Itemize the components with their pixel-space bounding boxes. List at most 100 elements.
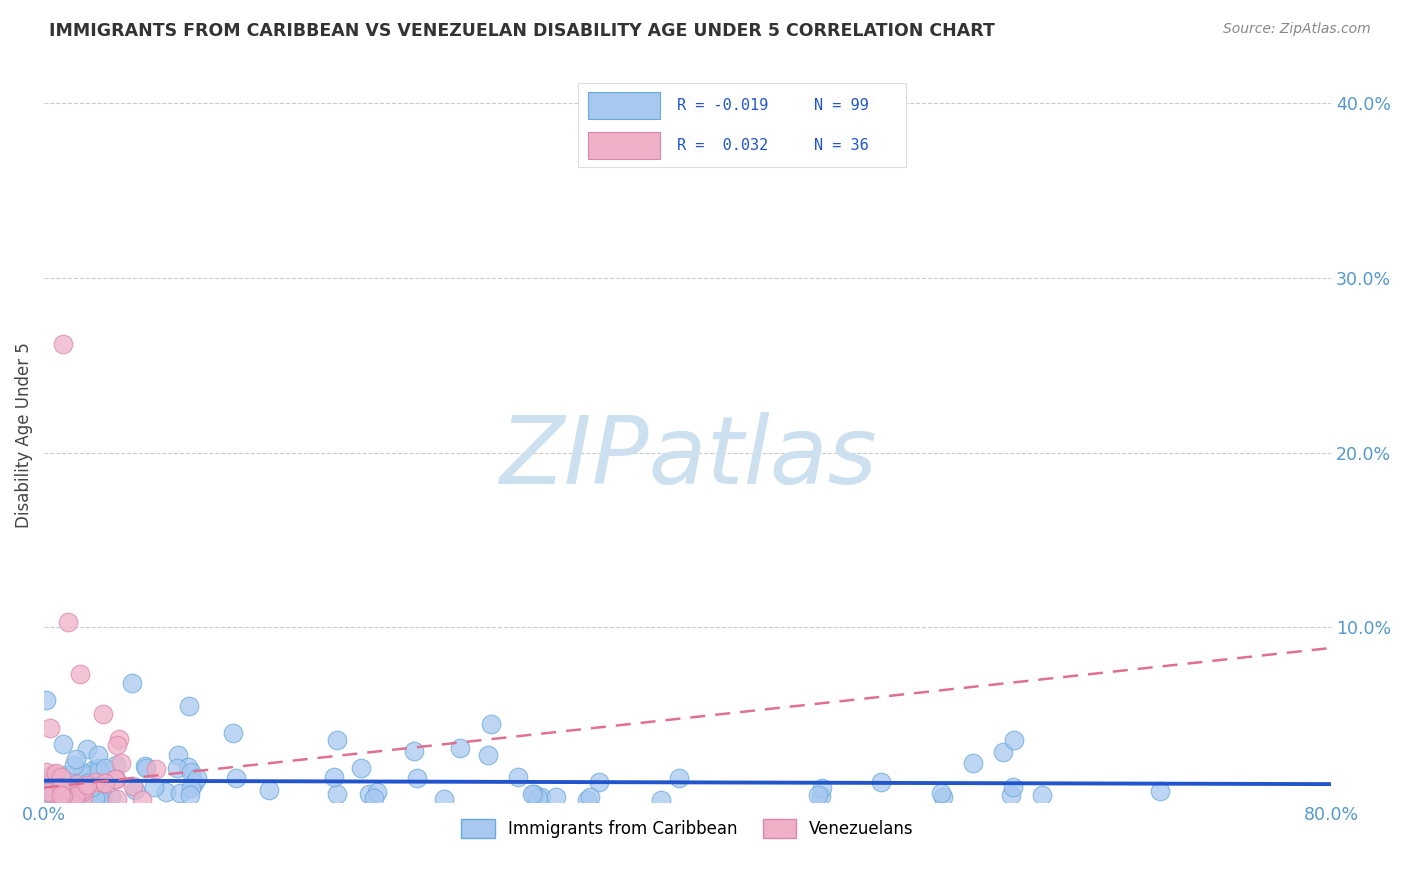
Point [180, 780, 202, 795]
Point [49, 781, 72, 796]
Point [35, 786, 58, 800]
Point [38, 789, 60, 803]
Point [52, 737, 75, 751]
Point [134, 759, 156, 773]
Y-axis label: Disability Age Under 5: Disability Age Under 5 [15, 343, 32, 528]
Point [811, 780, 834, 795]
Point [124, 783, 146, 797]
Point [121, 676, 143, 690]
Point [110, 756, 132, 771]
Text: ZIPatlas: ZIPatlas [499, 411, 876, 502]
Point [65, 790, 87, 805]
Point [183, 775, 205, 789]
Point [349, 761, 371, 775]
Point [225, 771, 247, 785]
Point [105, 758, 128, 772]
Point [366, 785, 388, 799]
Point [93, 776, 115, 790]
Point [122, 780, 145, 794]
Point [72, 765, 94, 780]
Point [169, 786, 191, 800]
Point [42, 767, 65, 781]
Point [179, 698, 201, 713]
Point [51, 789, 73, 803]
Point [80, 781, 103, 796]
Point [579, 789, 602, 804]
Point [108, 732, 131, 747]
Point [37, 791, 59, 805]
Point [45, 766, 67, 780]
Point [105, 792, 128, 806]
Point [520, 787, 543, 801]
Point [76, 778, 98, 792]
Point [56, 783, 79, 797]
Point [37, 790, 59, 805]
Point [39, 721, 62, 735]
Point [93, 707, 115, 722]
Point [49, 789, 72, 803]
Point [93, 761, 115, 775]
Point [326, 733, 349, 747]
Point [83, 791, 105, 805]
Point [433, 792, 456, 806]
Point [104, 772, 127, 786]
Point [131, 793, 153, 807]
Point [72, 782, 94, 797]
Point [89, 784, 111, 798]
Point [90, 793, 112, 807]
Point [35, 775, 58, 789]
Point [506, 770, 529, 784]
Point [72, 790, 94, 805]
Point [46, 792, 69, 806]
Point [83, 774, 105, 789]
Point [35, 782, 58, 797]
Point [477, 748, 499, 763]
Point [42, 786, 65, 800]
Point [363, 791, 385, 805]
Point [104, 772, 127, 786]
Point [55, 768, 77, 782]
Point [37, 785, 59, 799]
Point [323, 770, 346, 784]
Point [869, 775, 891, 789]
Point [82, 763, 104, 777]
Point [38, 769, 60, 783]
Point [167, 747, 190, 762]
Point [66, 786, 89, 800]
Point [650, 793, 672, 807]
Point [145, 763, 167, 777]
Point [993, 745, 1015, 759]
Point [1031, 788, 1053, 802]
Point [186, 771, 208, 785]
Point [52, 790, 75, 805]
Point [931, 789, 953, 804]
Point [1149, 783, 1171, 797]
Point [544, 790, 567, 805]
Point [588, 775, 610, 789]
Point [70, 786, 93, 800]
Point [179, 788, 201, 802]
Point [62, 779, 84, 793]
Point [58, 791, 80, 805]
Point [65, 752, 87, 766]
Point [65, 789, 87, 803]
Point [63, 758, 86, 772]
Point [807, 789, 830, 803]
Text: IMMIGRANTS FROM CARIBBEAN VS VENEZUELAN DISABILITY AGE UNDER 5 CORRELATION CHART: IMMIGRANTS FROM CARIBBEAN VS VENEZUELAN … [49, 22, 995, 40]
Point [1002, 780, 1025, 794]
Point [38, 784, 60, 798]
Point [73, 784, 96, 798]
Point [52, 337, 75, 351]
Point [87, 793, 110, 807]
Point [105, 738, 128, 752]
Point [72, 768, 94, 782]
Point [87, 761, 110, 775]
Point [69, 667, 91, 681]
Point [1000, 788, 1022, 802]
Point [142, 780, 165, 795]
Point [810, 789, 832, 803]
Point [257, 783, 280, 797]
Point [62, 783, 84, 797]
Point [76, 742, 98, 756]
Point [575, 792, 598, 806]
